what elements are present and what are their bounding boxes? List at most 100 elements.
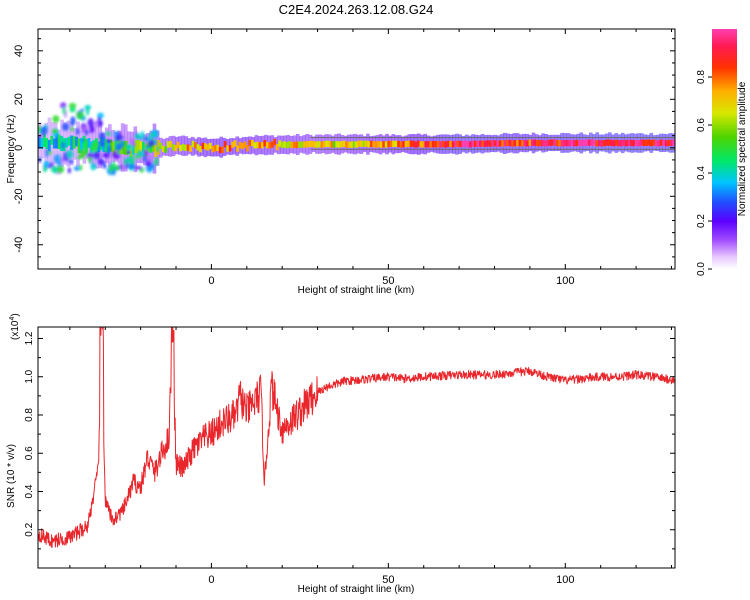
noise-blob [116,150,122,155]
heatmap-cell [583,139,586,147]
noise-blob [109,164,114,173]
noise-blob [53,154,62,163]
colorbar-ticks: 0.0 0.2 0.4 0.6 0.8 [696,70,712,276]
heatmap-cell [189,145,192,152]
heatmap-cell [474,140,477,147]
heatmap-cell [325,140,329,147]
snr-ytick-label: 0.4 [24,484,35,498]
heatmap-cell [75,136,78,147]
heatmap-cell [587,139,591,146]
heatmap-cell [169,140,173,148]
heatmap-cell [550,139,554,146]
heatmap-cell [285,142,289,149]
heatmap-cell [176,141,180,149]
heatmap-cell [404,140,408,148]
heatmap-cell [461,141,465,148]
heatmap-cell [456,140,460,147]
heatmap-cell [605,139,609,146]
heatmap-cell [134,140,138,153]
heatmap-cell [206,144,210,151]
noise-blob [61,142,66,149]
heatmap-cell [625,140,628,147]
heatmap-cell [595,140,599,147]
heatmap-cell [414,141,418,148]
heatmap-cell [535,140,539,147]
noise-blob [90,163,97,171]
spec-ytick-label: -40 [13,237,25,253]
heatmap-cell [389,140,393,147]
heatmap-cell [374,141,378,148]
heatmap-cell [124,141,128,155]
svg-text:(x104): (x104) [9,313,21,340]
spectrogram-ylabel: Frequency (Hz) [6,115,17,184]
heatmap-cell [555,139,559,147]
heatmap-cell [459,140,462,148]
noise-blob [153,157,159,166]
heatmap-cell [516,140,519,147]
heatmap-cell [469,141,472,148]
heatmap-cell [558,140,561,147]
heatmap-cell [164,146,168,153]
noise-blob [84,129,89,136]
heatmap-cell [543,140,547,147]
heatmap-cell [179,145,182,152]
heatmap-cell [340,141,343,148]
heatmap-cell [152,139,155,152]
noise-blob [99,140,105,148]
heatmap-cell [231,141,234,148]
heatmap-cell [308,141,311,148]
spec-ytick-label: -20 [13,188,25,204]
noise-blob [68,102,77,109]
heatmap-cell [65,138,68,148]
heatmap-cell [387,140,391,148]
noise-blob [135,154,139,160]
snr-xtick-label: 0 [208,574,214,586]
noise-blob [105,131,111,136]
heatmap-cell [617,140,621,147]
heatmap-cell [355,141,358,148]
noise-blob [87,118,94,128]
heatmap-cell [330,141,334,148]
heatmap-cell [283,141,286,148]
heatmap-cell [511,140,514,147]
noise-blob [127,164,136,170]
heatmap-cell [565,139,569,147]
heatmap-cell [236,145,239,152]
heatmap-cell [627,139,631,146]
heatmap-cell [221,146,225,153]
heatmap-cell [369,140,373,147]
noise-blob [66,149,74,159]
noise-blob [143,154,148,163]
heatmap-cell [132,145,135,155]
colorbar-tick-label: 0.6 [696,118,707,132]
heatmap-cell [402,141,405,148]
heatmap-cell [300,141,304,148]
noise-blob [86,106,90,116]
heatmap-cell [139,141,143,155]
spectrogram-noise [38,102,160,176]
heatmap-cell [194,142,197,149]
heatmap-cell [407,140,410,147]
colorbar-label: Normalized spectral amplitude [737,81,748,216]
noise-blob [97,116,102,121]
noise-blob [106,139,112,143]
heatmap-cell [612,140,616,147]
heatmap-cell [563,140,566,147]
noise-blob [67,167,72,174]
heatmap-cell [444,141,448,148]
heatmap-cell [350,141,353,148]
heatmap-cell [280,141,284,149]
heatmap-cell [486,140,490,147]
heatmap-cell [213,145,217,152]
heatmap-cell [268,142,272,149]
heatmap-cell [181,144,185,151]
heatmap-cell [137,139,140,154]
spec-ytick-label: 40 [13,45,25,57]
snr-exponent-close: ) [10,313,21,316]
heatmap-cell [166,141,170,148]
heatmap-cell [320,141,324,148]
snr-ticks: 0 50 100 0.2 0.4 0.6 0.8 1.0 1.2 [24,327,675,586]
heatmap-cell [228,145,232,152]
heatmap-cell [496,140,500,147]
colorbar-tick-label: 0.4 [696,166,707,180]
